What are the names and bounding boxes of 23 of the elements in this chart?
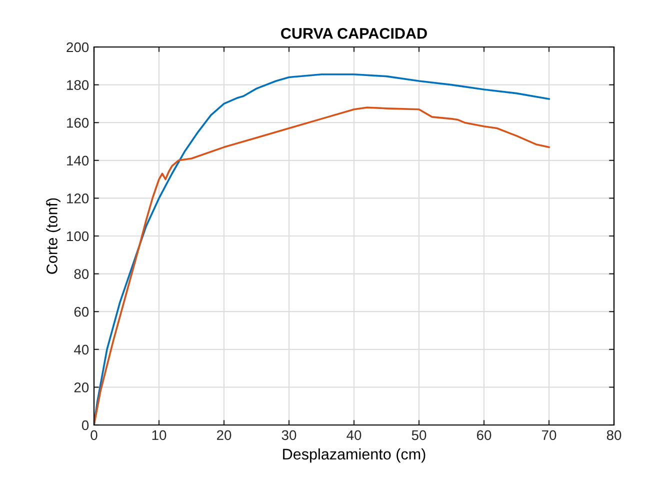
x-tick-label: 20 [216,430,232,440]
x-tick-label: 0 [90,430,98,440]
y-tick-label: 180 [67,80,89,90]
chart-title: CURVA CAPACIDAD [281,28,427,39]
x-axis-title: Desplazamiento (cm) [283,448,426,463]
x-tick-label: 50 [412,430,426,440]
y-tick-label: 0 [82,420,89,430]
y-tick-label: 200 [66,42,89,52]
x-tick-label: 40 [346,430,362,440]
y-axis-title: Corte (tonf) [46,198,60,274]
y-tick-label: 100 [67,231,89,242]
x-tick-label: 30 [282,430,296,440]
y-tick-label: 120 [67,194,89,204]
y-tick-label: 40 [74,344,89,355]
y-tick-label: 20 [74,382,89,392]
y-tick-label: 80 [74,269,89,279]
y-tick-label: 140 [67,156,89,166]
x-tick-label: 60 [476,430,492,440]
x-tick-label: 70 [542,430,556,440]
x-tick-label: 80 [606,430,622,440]
y-tick-label: 60 [74,306,89,317]
x-tick-label: 10 [152,430,166,440]
y-tick-label: 160 [67,118,89,128]
